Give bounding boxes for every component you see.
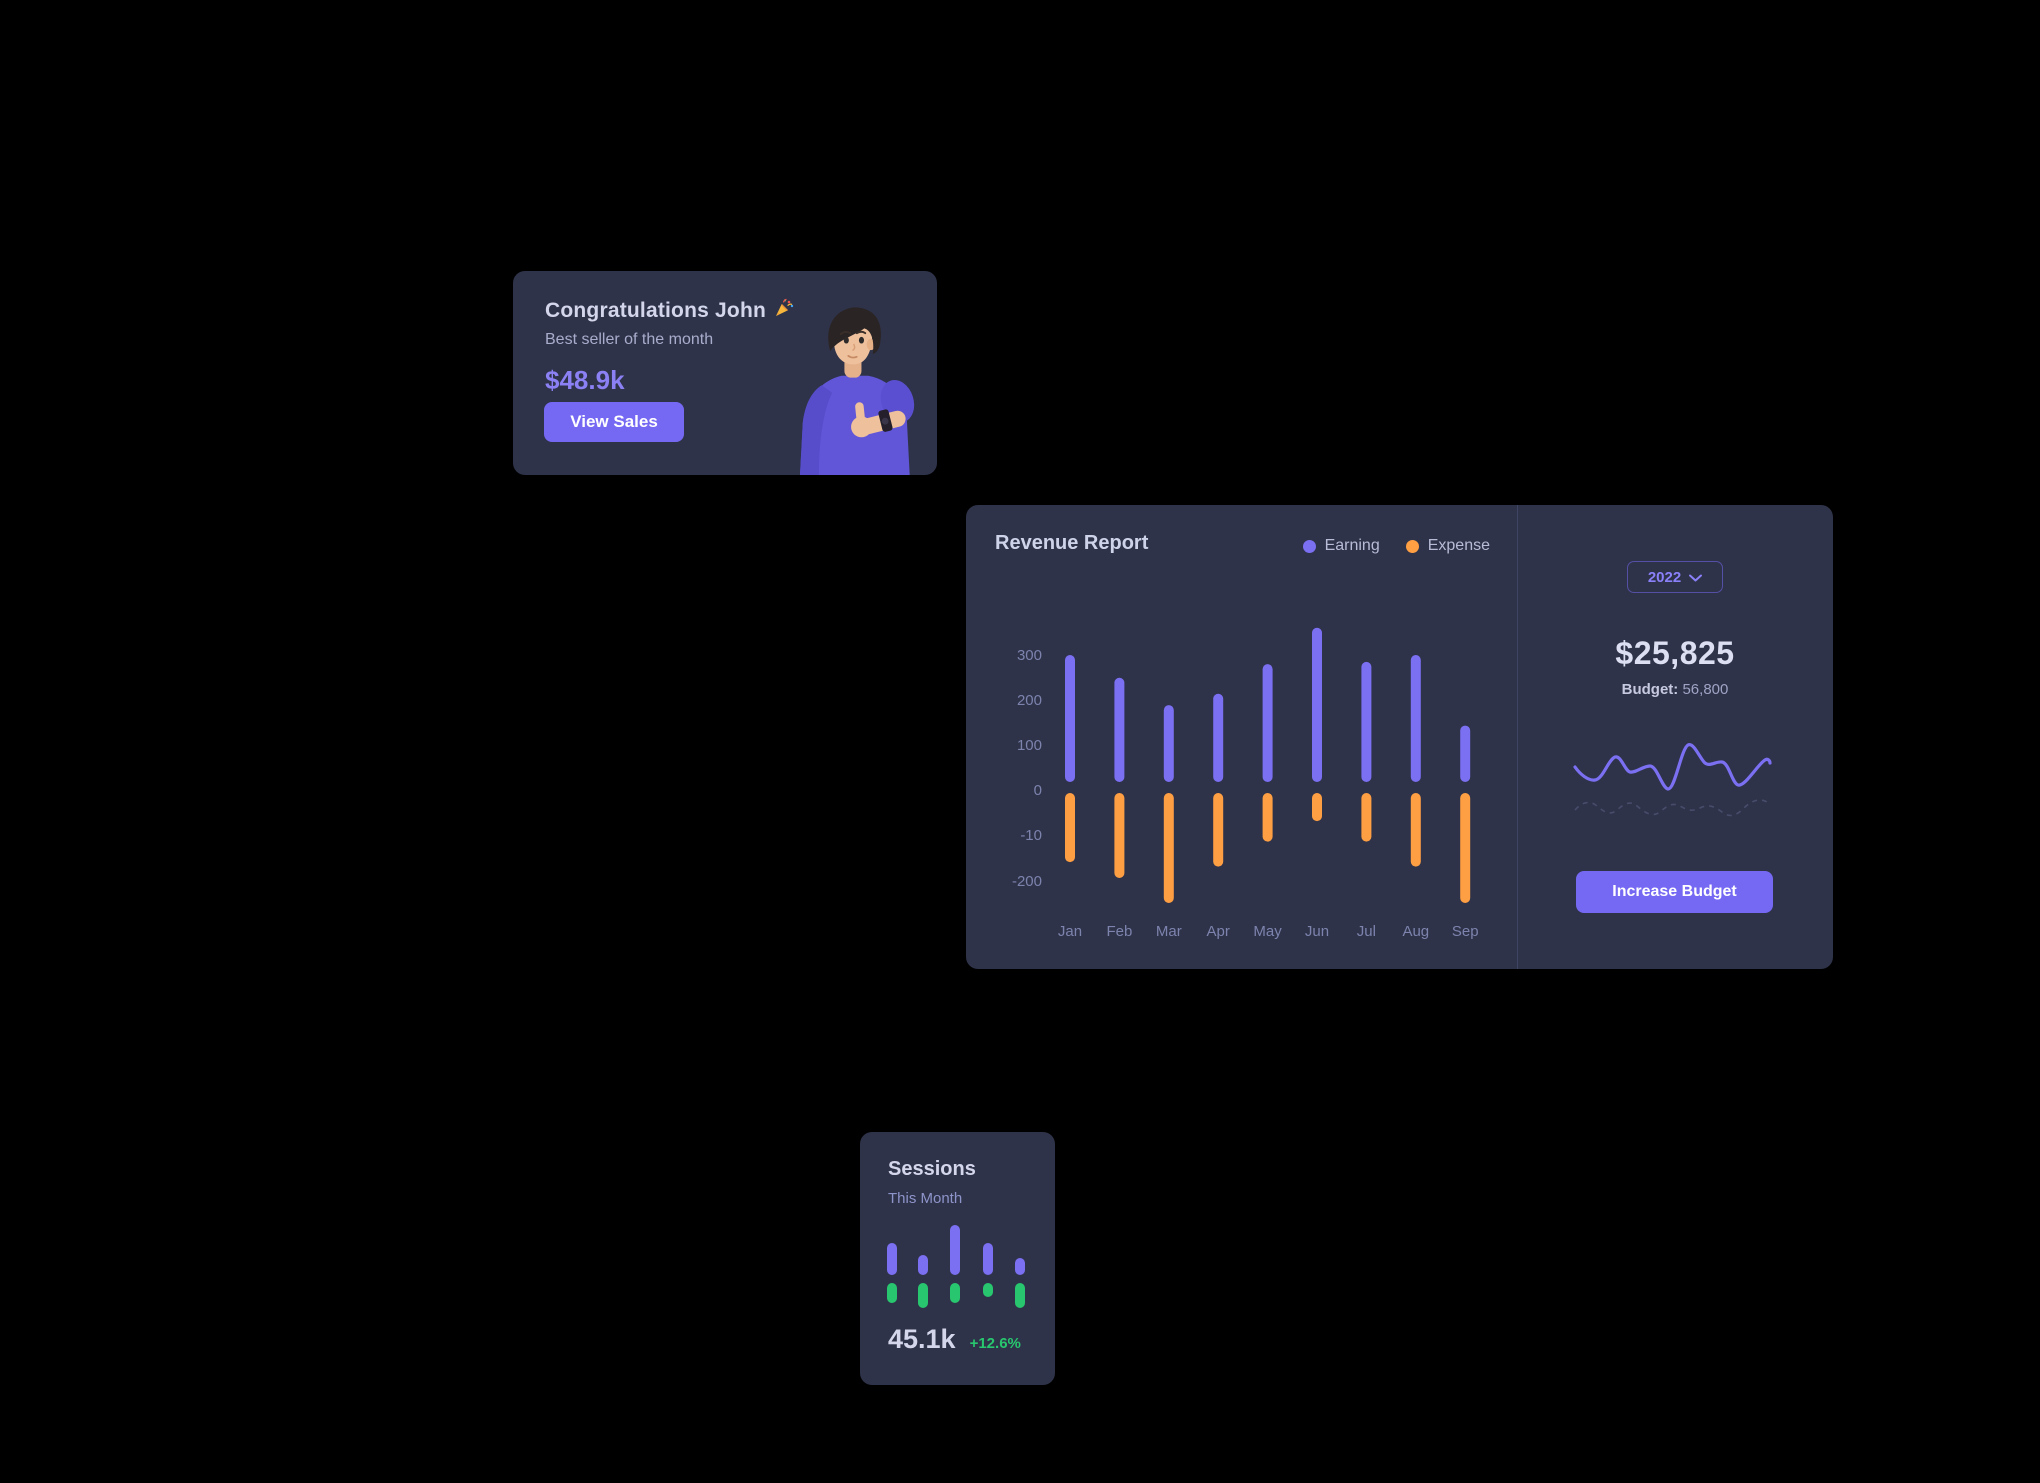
svg-text:-10: -10 [1020, 827, 1042, 844]
sales-amount: $48.9k [545, 365, 625, 395]
legend-item-earning: Earning [1302, 537, 1380, 555]
revenue-report-title: Revenue Report [995, 532, 1149, 554]
budget-label: Budget: [1621, 681, 1679, 698]
svg-text:0: 0 [1034, 782, 1042, 799]
sessions-value: 45.1k [888, 1324, 956, 1354]
earning-dot-icon [1302, 539, 1316, 553]
increase-budget-button[interactable]: Increase Budget [1576, 871, 1773, 913]
legend-item-expense: Expense [1405, 537, 1490, 555]
svg-text:Jun: Jun [1305, 923, 1329, 940]
party-popper-icon [773, 297, 795, 325]
sessions-subtitle: This Month [888, 1190, 963, 1207]
congratulations-card: Congratulations John Best seller of the … [513, 271, 937, 475]
revenue-bar-chart: 300 200 100 0 -10 -200 Jan Feb Mar Apr May Jun Jul Au… [1012, 627, 1479, 940]
sessions-title: Sessions [888, 1158, 976, 1180]
budget-value: 56,800 [1682, 681, 1729, 698]
svg-text:Sep: Sep [1452, 923, 1479, 940]
svg-text:Jul: Jul [1357, 923, 1376, 940]
svg-text:Jan: Jan [1058, 923, 1082, 940]
legend-earning-label: Earning [1324, 537, 1380, 554]
budget-sparkline [1573, 743, 1772, 817]
svg-text:200: 200 [1017, 692, 1042, 709]
legend-expense-label: Expense [1427, 537, 1490, 554]
revenue-report-card: Revenue Report Earning Expense 300 200 100… [966, 505, 1833, 969]
chart-legend: Earning Expense [1302, 537, 1490, 555]
best-seller-subtitle: Best seller of the month [545, 331, 714, 348]
svg-text:-200: -200 [1012, 873, 1042, 890]
sessions-mini-chart [887, 1225, 1025, 1308]
svg-text:300: 300 [1017, 647, 1042, 664]
sessions-change-badge: +12.6% [969, 1335, 1021, 1352]
sessions-summary: 45.1k +12.6% [888, 1324, 1038, 1355]
svg-text:Mar: Mar [1156, 923, 1182, 940]
svg-text:Aug: Aug [1402, 923, 1429, 940]
view-sales-button[interactable]: View Sales [544, 402, 684, 442]
year-dropdown[interactable]: 2022 [1627, 561, 1723, 593]
congratulations-title: Congratulations John [545, 297, 795, 325]
svg-text:May: May [1253, 923, 1282, 940]
sessions-card: Sessions This Month 45.1k +12.6% [860, 1132, 1055, 1385]
svg-text:Apr: Apr [1207, 923, 1230, 940]
chevron-down-icon [1689, 569, 1703, 586]
year-dropdown-value: 2022 [1647, 568, 1682, 586]
person-illustration [781, 303, 923, 475]
svg-text:Feb: Feb [1106, 923, 1132, 940]
expense-dot-icon [1405, 539, 1419, 553]
congratulations-title-text: Congratulations John [545, 299, 766, 322]
svg-text:100: 100 [1017, 737, 1042, 754]
budget-line: Budget: 56,800 [1517, 681, 1833, 698]
total-amount: $25,825 [1615, 635, 1735, 671]
panel-divider [1517, 505, 1518, 969]
